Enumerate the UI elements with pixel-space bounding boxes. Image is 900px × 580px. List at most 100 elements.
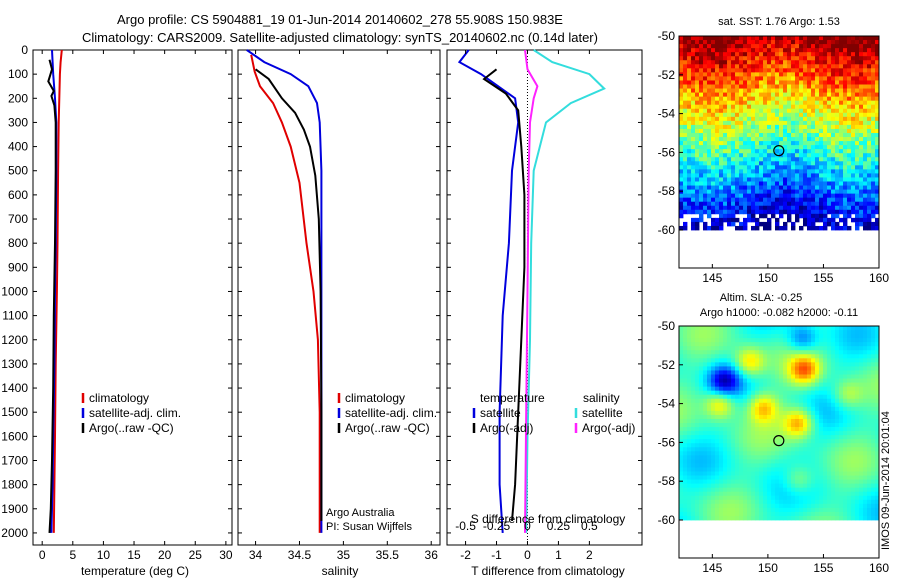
map-cell [679, 44, 684, 49]
map-cell [783, 137, 788, 142]
map-cell [831, 342, 836, 347]
map-cell [755, 431, 760, 436]
map-cell [695, 358, 700, 363]
map-cell [707, 414, 712, 420]
map-cell [839, 116, 844, 122]
map-cell [795, 410, 800, 416]
map-cell [859, 217, 864, 223]
map-cell [743, 394, 748, 400]
map-cell [823, 205, 828, 211]
map-cell [719, 44, 724, 49]
map-cell [727, 366, 732, 371]
map-cell [767, 515, 772, 521]
map-cell [699, 169, 704, 174]
map-cell [803, 479, 808, 485]
map-cell [719, 499, 724, 505]
map-cell [727, 76, 732, 81]
map-cell [747, 217, 752, 223]
map-cell [771, 346, 776, 351]
map-cell [703, 459, 708, 464]
map-cell [699, 382, 704, 388]
map-cell [783, 193, 788, 199]
map-cell [851, 358, 856, 363]
map-cell [731, 515, 736, 521]
map-cell [743, 511, 748, 517]
map-cell [679, 423, 684, 428]
map-cell [867, 197, 872, 203]
map-cell [771, 475, 776, 480]
map-cell [863, 189, 868, 195]
map-cell [855, 503, 860, 509]
map-cell [839, 334, 844, 339]
map-cell [807, 40, 812, 45]
map-cell [719, 92, 724, 98]
map-cell [807, 427, 812, 432]
map-cell [759, 439, 764, 444]
map-cell [851, 145, 856, 150]
map-cell [783, 181, 788, 186]
map-cell [747, 84, 752, 89]
map-cell [855, 382, 860, 388]
map-cell [767, 80, 772, 85]
map-cell [707, 44, 712, 49]
map-cell [867, 386, 872, 392]
map-cell [731, 104, 736, 110]
map-cell [835, 427, 840, 432]
map-cell [747, 326, 752, 331]
map-cell [715, 205, 720, 211]
map-cell [723, 120, 728, 126]
map-cell [743, 197, 748, 203]
map-cell [703, 209, 708, 215]
map-cell [687, 402, 692, 408]
map-cell [687, 68, 692, 73]
map-cell [859, 161, 864, 166]
map-cell [683, 515, 688, 521]
map-cell [679, 141, 684, 146]
map-cell [779, 370, 784, 375]
map-cell [687, 414, 692, 420]
map-cell [803, 346, 808, 351]
map-cell [739, 201, 744, 207]
map-cell [735, 491, 740, 497]
map-cell [831, 479, 836, 485]
map-cell [695, 423, 700, 428]
map-cell [811, 511, 816, 517]
map-cell [735, 443, 740, 448]
map-cell [875, 398, 880, 404]
map-cell [771, 495, 776, 501]
map-cell [863, 326, 868, 331]
map-cell [759, 447, 764, 452]
map-cell [691, 181, 696, 186]
map-cell [831, 338, 836, 343]
map-cell [751, 334, 756, 339]
map-cell [835, 334, 840, 339]
map-cell [783, 503, 788, 509]
map-cell [791, 487, 796, 493]
map-cell [711, 153, 716, 158]
map-cell [703, 463, 708, 468]
map-cell [775, 487, 780, 493]
map-cell [759, 145, 764, 150]
map-cell [871, 48, 876, 53]
map-cell [719, 378, 724, 383]
difference-legend-entry-salinity-label: satellite [582, 406, 623, 420]
map-cell [847, 414, 852, 420]
map-cell [723, 435, 728, 440]
map-cell [723, 394, 728, 400]
map-cell [755, 479, 760, 485]
map-cell [747, 467, 752, 472]
map-cell [807, 358, 812, 363]
map-cell [803, 205, 808, 211]
map-cell [815, 137, 820, 142]
map-cell [867, 189, 872, 195]
map-cell [679, 225, 684, 231]
map-cell [699, 378, 704, 383]
map-cell [723, 414, 728, 420]
map-cell [835, 116, 840, 122]
map-cell [831, 402, 836, 408]
map-cell [715, 378, 720, 383]
map-cell [835, 96, 840, 102]
map-cell [871, 475, 876, 480]
map-cell [875, 435, 880, 440]
map-cell [771, 60, 776, 65]
